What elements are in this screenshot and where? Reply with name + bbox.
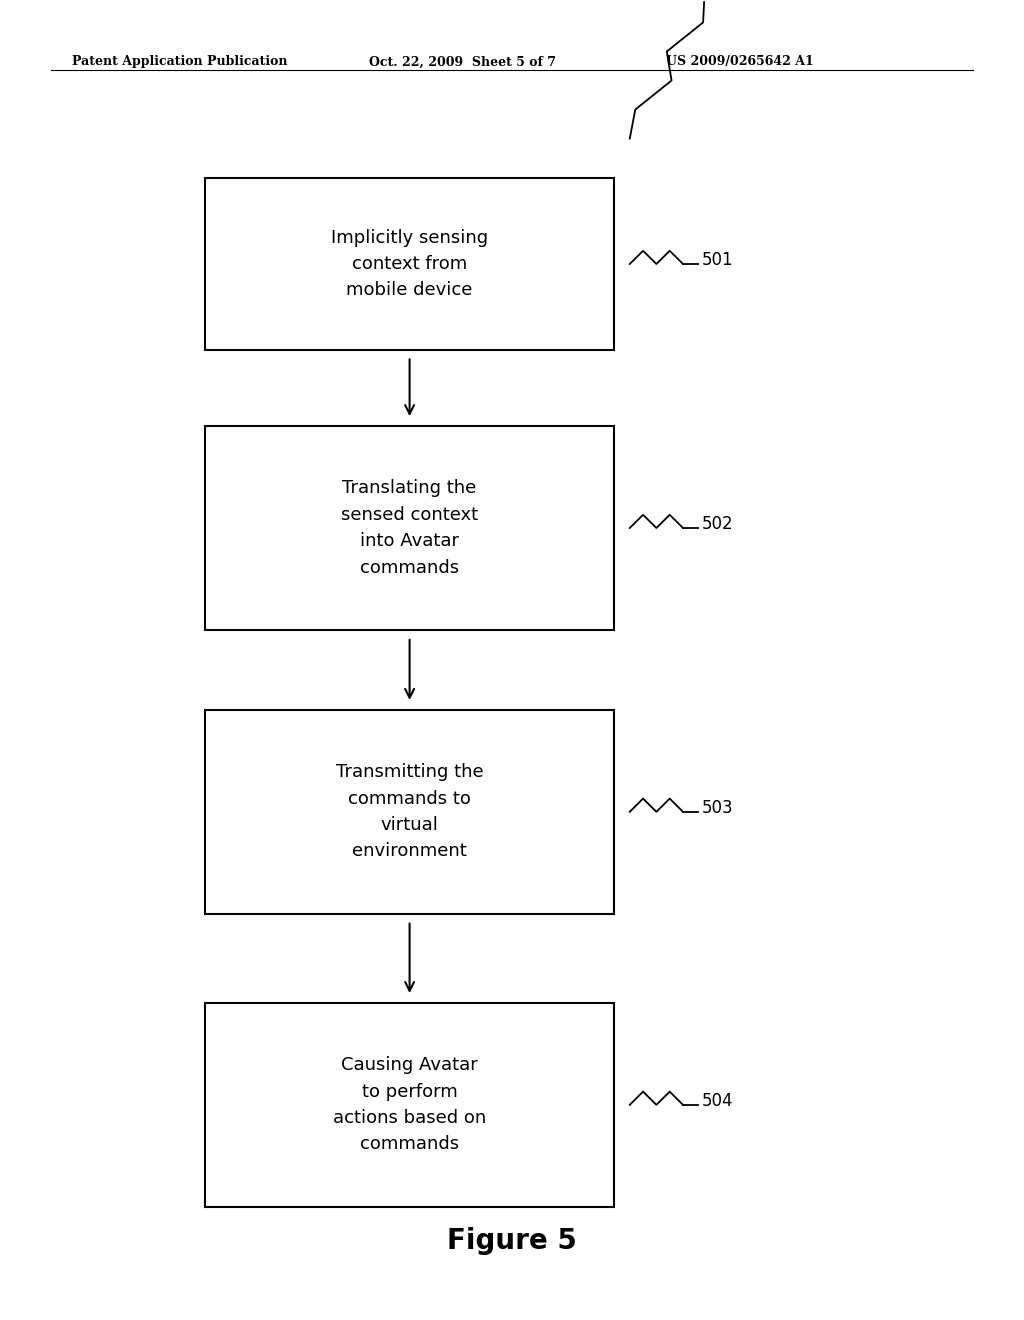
- Text: 501: 501: [701, 251, 733, 269]
- Text: Implicitly sensing
context from
mobile device: Implicitly sensing context from mobile d…: [331, 228, 488, 300]
- Text: 504: 504: [701, 1092, 733, 1110]
- Text: 502: 502: [701, 515, 733, 533]
- Text: Figure 5: Figure 5: [447, 1226, 577, 1255]
- Text: 503: 503: [701, 799, 733, 817]
- Text: Patent Application Publication: Patent Application Publication: [72, 55, 287, 69]
- Text: US 2009/0265642 A1: US 2009/0265642 A1: [666, 55, 813, 69]
- Text: Transmitting the
commands to
virtual
environment: Transmitting the commands to virtual env…: [336, 763, 483, 861]
- Text: Oct. 22, 2009  Sheet 5 of 7: Oct. 22, 2009 Sheet 5 of 7: [369, 55, 556, 69]
- Text: Causing Avatar
to perform
actions based on
commands: Causing Avatar to perform actions based …: [333, 1056, 486, 1154]
- Text: Translating the
sensed context
into Avatar
commands: Translating the sensed context into Avat…: [341, 479, 478, 577]
